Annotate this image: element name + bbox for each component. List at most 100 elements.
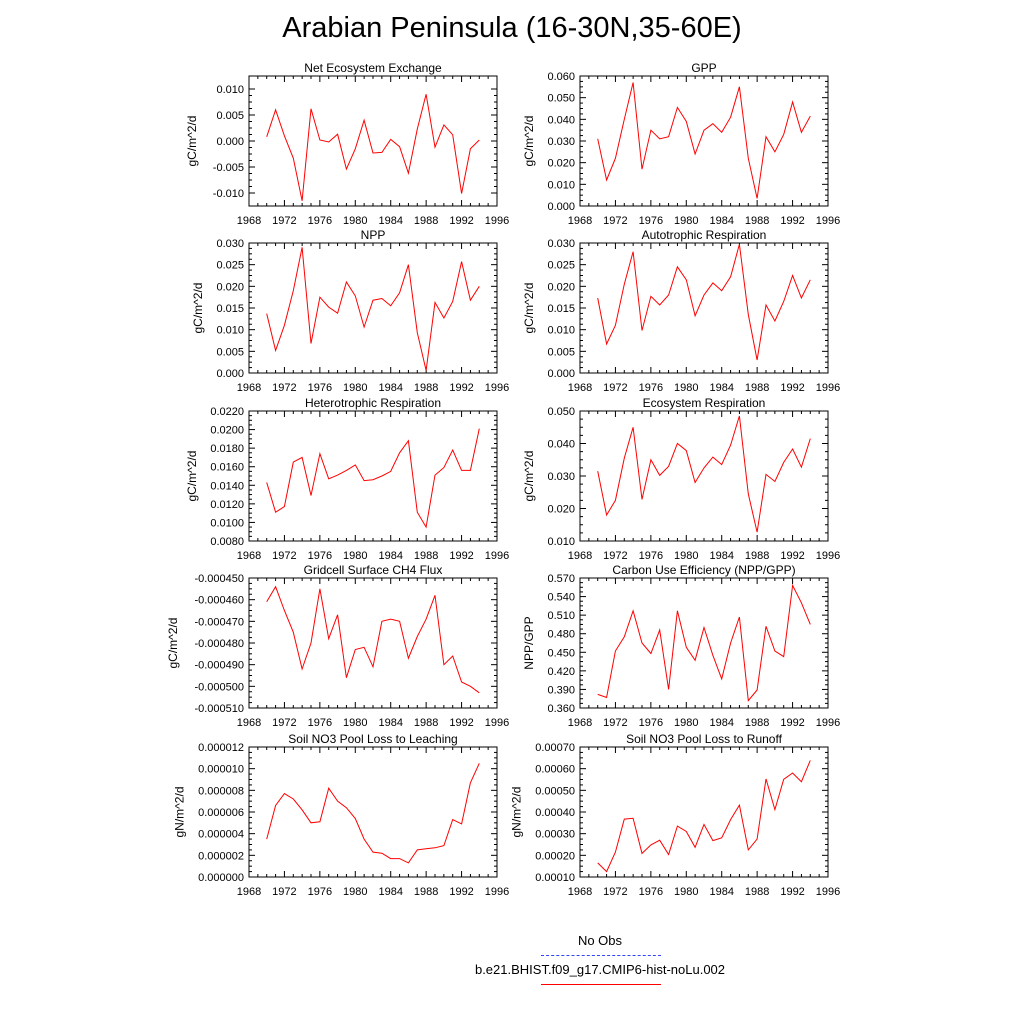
series-line-1: [266, 763, 480, 864]
y-tick-label: 0.000: [216, 368, 244, 380]
x-tick-label: 1992: [780, 215, 804, 227]
x-tick-label: 1996: [816, 215, 840, 227]
plot-frame: [248, 746, 498, 878]
y-tick-label: 0.360: [547, 703, 575, 715]
y-axis-label: gC/m^2/d: [522, 283, 536, 334]
x-tick-label: 1976: [639, 550, 663, 562]
panel-title: Gridcell Surface CH4 Flux: [304, 563, 443, 577]
y-tick-label: 0.0180: [210, 443, 244, 455]
x-tick-label: 1992: [449, 215, 473, 227]
y-tick-label: 0.010: [547, 179, 575, 191]
x-tick-label: 1988: [745, 382, 769, 394]
panel-6: Ecosystem Respiration 1968 1972 1976 1980 198…: [522, 396, 840, 562]
x-tick-label: 1972: [603, 215, 627, 227]
x-tick-label: 1980: [343, 886, 367, 898]
x-tick-label: 1972: [272, 550, 296, 562]
y-tick-label: 0.0200: [210, 425, 244, 437]
y-axis-label: gN/m^2/d: [172, 787, 186, 838]
y-tick-label: 0.00030: [535, 829, 575, 841]
y-tick-label: 0.00020: [535, 850, 575, 862]
y-tick-label: 0.000008: [198, 785, 244, 797]
y-axis-label: NPP/GPP: [522, 616, 536, 669]
panel-title: Ecosystem Respiration: [643, 396, 766, 410]
x-tick-label: 1984: [709, 717, 733, 729]
y-tick-label: 0.0080: [210, 536, 244, 548]
y-tick-label: 0.010: [216, 84, 244, 96]
panel-title: NPP: [361, 228, 386, 242]
x-tick-label: 1968: [568, 382, 592, 394]
y-tick-label: -0.010: [213, 188, 244, 200]
series-line-1: [266, 247, 480, 371]
x-tick-label: 1972: [272, 717, 296, 729]
x-tick-label: 1992: [780, 382, 804, 394]
y-tick-label: 0.000004: [198, 829, 244, 841]
y-tick-label: 0.020: [547, 158, 575, 170]
x-tick-label: 1976: [308, 215, 332, 227]
panel-title: Net Ecosystem Exchange: [304, 61, 442, 75]
legend-label-model: b.e21.BHIST.f09_g17.CMIP6-hist-noLu.002: [474, 962, 726, 977]
y-tick-label: 0.005: [216, 110, 244, 122]
y-tick-label: -0.000480: [194, 638, 244, 650]
x-tick-label: 1984: [709, 215, 733, 227]
x-tick-label: 1980: [343, 717, 367, 729]
x-tick-label: 1976: [308, 886, 332, 898]
x-tick-label: 1972: [603, 717, 627, 729]
series-line-1: [266, 94, 480, 201]
x-tick-label: 1972: [603, 550, 627, 562]
x-tick-label: 1992: [449, 382, 473, 394]
series-line-1: [266, 428, 480, 529]
y-tick-label: 0.0220: [210, 406, 244, 418]
y-tick-label: 0.025: [547, 260, 575, 272]
y-tick-label: 0.000000: [198, 872, 244, 884]
y-tick-label: 0.510: [547, 610, 575, 622]
x-tick-label: 1980: [674, 382, 698, 394]
y-tick-label: 0.000: [216, 136, 244, 148]
y-tick-label: 0.450: [547, 647, 575, 659]
y-tick-label: -0.000500: [194, 681, 244, 693]
y-tick-label: 0.000: [547, 368, 575, 380]
series-line-1: [597, 82, 811, 199]
x-tick-label: 1980: [674, 550, 698, 562]
y-tick-label: 0.020: [547, 281, 575, 293]
x-tick-label: 1996: [816, 382, 840, 394]
y-tick-label: 0.000: [547, 201, 575, 213]
series-line-1: [597, 760, 811, 873]
x-tick-label: 1980: [674, 886, 698, 898]
x-tick-label: 1980: [343, 382, 367, 394]
y-tick-label: 0.000006: [198, 807, 244, 819]
x-tick-label: 1992: [449, 550, 473, 562]
x-tick-label: 1984: [709, 550, 733, 562]
legend: No Obs b.e21.BHIST.f09_g17.CMIP6-hist-no…: [0, 930, 1024, 990]
x-tick-label: 1988: [745, 215, 769, 227]
x-tick-label: 1972: [272, 215, 296, 227]
plot-frame: [248, 410, 498, 542]
x-tick-label: 1984: [378, 215, 402, 227]
panel-7: Gridcell Surface CH4 Flux 1968 1972 1976 198…: [166, 563, 509, 729]
y-tick-label: 0.000012: [198, 742, 244, 754]
y-tick-label: 0.000010: [198, 764, 244, 776]
panel-title: Soil NO3 Pool Loss to Runoff: [626, 732, 783, 746]
x-tick-label: 1976: [308, 382, 332, 394]
x-tick-label: 1988: [745, 550, 769, 562]
y-tick-label: 0.040: [547, 439, 575, 451]
x-tick-label: 1976: [639, 382, 663, 394]
x-tick-label: 1972: [272, 886, 296, 898]
y-tick-label: 0.0140: [210, 480, 244, 492]
panel-9: Soil NO3 Pool Loss to Leaching 1968 1972 19…: [172, 732, 509, 898]
x-tick-label: 1968: [568, 550, 592, 562]
y-tick-label: 0.050: [547, 406, 575, 418]
x-tick-label: 1972: [272, 382, 296, 394]
panel-3: NPP 1968 1972 1976 1980 1984 1988 1992 1996 0.000…: [191, 228, 509, 394]
y-tick-label: 0.00070: [535, 742, 575, 754]
x-tick-label: 1996: [816, 717, 840, 729]
y-tick-label: 0.050: [547, 93, 575, 105]
x-tick-label: 1988: [414, 382, 438, 394]
panel-8: Carbon Use Efficiency (NPP/GPP) 1968 1972 1…: [522, 563, 840, 729]
legend-line-model: [541, 984, 661, 985]
x-tick-label: 1968: [237, 717, 261, 729]
x-tick-label: 1968: [237, 215, 261, 227]
panel-title: Soil NO3 Pool Loss to Leaching: [288, 732, 457, 746]
x-tick-label: 1968: [568, 215, 592, 227]
series-line-1: [597, 244, 811, 361]
y-tick-label: 0.040: [547, 114, 575, 126]
